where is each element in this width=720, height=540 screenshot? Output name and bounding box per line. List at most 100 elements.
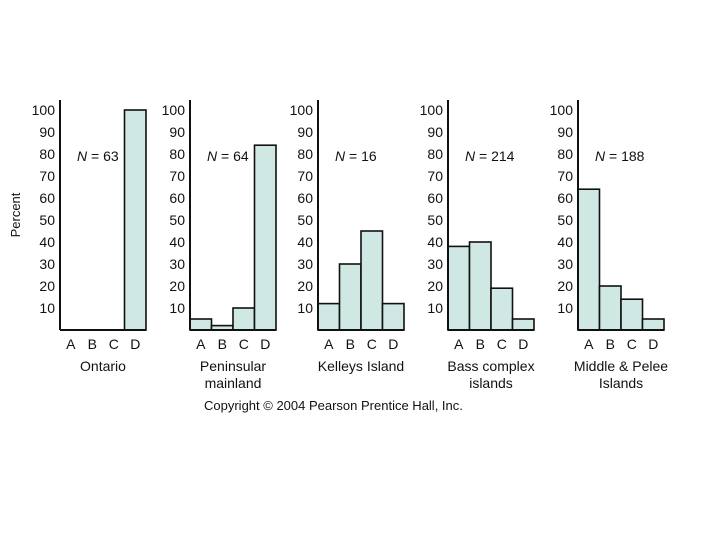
y-tick-label: 60 <box>557 190 573 206</box>
y-tick-label: 50 <box>427 212 443 228</box>
y-tick-label: 70 <box>557 168 573 184</box>
x-category-label: B <box>606 336 615 352</box>
y-tick-label: 100 <box>550 102 574 118</box>
y-tick-label: 100 <box>420 102 444 118</box>
bar-3-b <box>338 263 362 331</box>
y-tick-label: 60 <box>169 190 185 206</box>
y-tick-label: 20 <box>39 278 55 294</box>
y-tick-label: 70 <box>169 168 185 184</box>
y-tick-label: 50 <box>557 212 573 228</box>
sample-size-value: = 63 <box>87 148 119 164</box>
bar-1-d <box>123 109 147 331</box>
y-tick-label: 90 <box>169 124 185 140</box>
x-category-label: C <box>367 336 377 352</box>
x-category-label: B <box>88 336 97 352</box>
y-tick-label: 80 <box>557 146 573 162</box>
x-category-label: B <box>476 336 485 352</box>
sample-size-value: = 64 <box>217 148 249 164</box>
y-tick-label: 70 <box>297 168 313 184</box>
x-category-label: C <box>497 336 507 352</box>
panel-title: Middle & Pelee <box>574 358 668 374</box>
y-tick-label: 40 <box>557 234 573 250</box>
y-tick-label: 10 <box>427 300 443 316</box>
y-tick-label: 60 <box>39 190 55 206</box>
y-tick-label: 80 <box>297 146 313 162</box>
sample-size-symbol: N <box>595 148 606 164</box>
y-tick-label: 10 <box>557 300 573 316</box>
bar-4-c <box>490 287 514 331</box>
y-tick-label: 10 <box>39 300 55 316</box>
x-category-label: D <box>648 336 658 352</box>
bar-3-c <box>360 230 384 331</box>
sample-size-value: = 188 <box>605 148 645 164</box>
y-tick-label: 40 <box>169 234 185 250</box>
y-tick-label: 30 <box>297 256 313 272</box>
y-tick-label: 80 <box>39 146 55 162</box>
y-tick-label: 80 <box>427 146 443 162</box>
panel-title: mainland <box>205 375 262 391</box>
sample-size-label: N = 16 <box>335 148 377 164</box>
x-category-label: C <box>239 336 249 352</box>
bar-2-d <box>253 144 277 331</box>
y-tick-label: 50 <box>169 212 185 228</box>
x-category-label: A <box>66 336 76 352</box>
y-tick-label: 30 <box>557 256 573 272</box>
y-tick-label: 80 <box>169 146 185 162</box>
y-tick-label: 40 <box>427 234 443 250</box>
y-tick-label: 90 <box>297 124 313 140</box>
bar-4-a <box>447 245 471 331</box>
x-category-label: A <box>324 336 334 352</box>
y-tick-label: 30 <box>427 256 443 272</box>
y-tick-label: 30 <box>169 256 185 272</box>
sample-size-label: N = 63 <box>77 148 119 164</box>
bar-5-d <box>641 318 665 331</box>
bar-5-b <box>598 285 622 331</box>
y-tick-label: 70 <box>39 168 55 184</box>
y-tick-label: 20 <box>427 278 443 294</box>
y-tick-label: 70 <box>427 168 443 184</box>
y-tick-label: 90 <box>557 124 573 140</box>
x-category-label: A <box>196 336 206 352</box>
x-category-label: D <box>130 336 140 352</box>
panel-title: Islands <box>599 375 643 391</box>
y-tick-label: 60 <box>427 190 443 206</box>
y-tick-label: 100 <box>32 102 56 118</box>
panel-title: Kelleys Island <box>318 358 404 374</box>
y-tick-label: 10 <box>169 300 185 316</box>
bar-2-c <box>232 307 256 331</box>
bar-5-c <box>620 298 644 331</box>
x-category-label: D <box>518 336 528 352</box>
bar-4-b <box>468 241 492 331</box>
panel-title: islands <box>469 375 513 391</box>
sample-size-value: = 16 <box>345 148 377 164</box>
x-category-label: C <box>109 336 119 352</box>
panel-title: Ontario <box>80 358 126 374</box>
y-tick-label: 50 <box>39 212 55 228</box>
y-tick-label: 90 <box>39 124 55 140</box>
y-tick-label: 40 <box>297 234 313 250</box>
y-tick-label: 50 <box>297 212 313 228</box>
sample-size-symbol: N <box>335 148 346 164</box>
x-category-label: A <box>584 336 594 352</box>
bar-3-a <box>317 302 341 331</box>
y-axis-label: Percent <box>8 192 23 237</box>
sample-size-symbol: N <box>207 148 218 164</box>
x-category-label: B <box>218 336 227 352</box>
y-tick-label: 90 <box>427 124 443 140</box>
y-tick-label: 10 <box>297 300 313 316</box>
x-category-label: D <box>388 336 398 352</box>
sample-size-label: N = 64 <box>207 148 249 164</box>
y-tick-label: 100 <box>290 102 314 118</box>
x-category-label: D <box>260 336 270 352</box>
sample-size-label: N = 214 <box>465 148 515 164</box>
sample-size-symbol: N <box>465 148 476 164</box>
y-tick-label: 20 <box>297 278 313 294</box>
x-category-label: C <box>627 336 637 352</box>
panel-title: Peninsular <box>200 358 266 374</box>
y-tick-label: 100 <box>162 102 186 118</box>
panel-title: Bass complex <box>447 358 534 374</box>
y-tick-label: 30 <box>39 256 55 272</box>
sample-size-symbol: N <box>77 148 88 164</box>
bar-3-d <box>381 302 405 331</box>
